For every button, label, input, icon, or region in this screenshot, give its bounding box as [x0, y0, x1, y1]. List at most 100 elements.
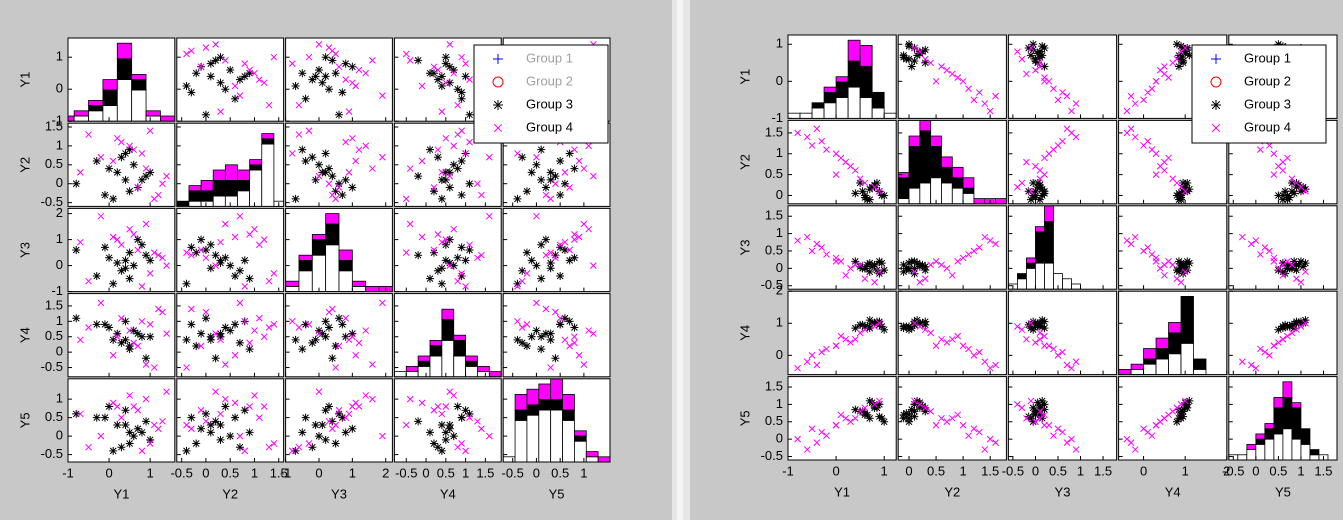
data-point [856, 329, 864, 337]
data-point [1050, 146, 1057, 153]
data-point [1131, 133, 1139, 141]
panel [899, 316, 999, 372]
histogram-bar [88, 105, 104, 112]
data-point [449, 261, 458, 270]
data-point [585, 327, 592, 334]
data-point [837, 258, 845, 265]
data-point [163, 388, 170, 396]
x-tick-label: 1 [1297, 463, 1304, 478]
y-tick-label: 0.5 [45, 409, 63, 424]
y-tick-label: 1.5 [45, 118, 63, 133]
data-point [1148, 85, 1156, 93]
histogram-bar [212, 169, 226, 181]
axes-background [176, 38, 284, 122]
data-point [201, 110, 210, 119]
data-point [311, 421, 320, 430]
y-axis-label: Y3 [17, 242, 32, 258]
data-point [150, 195, 158, 203]
data-point [453, 85, 462, 94]
data-point [138, 447, 146, 455]
data-point [1279, 167, 1287, 174]
data-point [1072, 446, 1080, 453]
data-point [522, 248, 531, 257]
data-point [231, 272, 240, 280]
histogram-bar [973, 198, 986, 204]
data-point [206, 421, 215, 430]
data-point [948, 414, 956, 422]
histogram-bar [237, 169, 251, 181]
histogram-bar [538, 383, 552, 401]
panel [899, 233, 999, 286]
data-point [236, 92, 244, 99]
data-point [118, 314, 125, 322]
data-point [308, 75, 317, 84]
data-point [863, 260, 872, 269]
data-point [1181, 183, 1190, 192]
x-axis-label: Y5 [1275, 484, 1291, 499]
data-point [970, 425, 978, 433]
data-point [899, 53, 908, 62]
histogram-bar [200, 190, 214, 202]
data-point [117, 443, 126, 452]
data-point [183, 421, 190, 429]
histogram-bar [1180, 342, 1194, 375]
data-point [932, 258, 940, 265]
data-point [241, 60, 249, 67]
data-point [1029, 417, 1038, 426]
data-point [876, 397, 883, 405]
data-point [146, 435, 155, 444]
histogram-bar [249, 164, 263, 171]
data-point [915, 49, 924, 58]
data-point [236, 212, 244, 220]
data-point [1278, 259, 1287, 268]
histogram-bar [1044, 262, 1054, 290]
data-point [1041, 421, 1048, 429]
data-point [430, 406, 438, 414]
histogram-bar [562, 393, 575, 411]
data-point [235, 338, 244, 347]
y-tick-label: 0.5 [765, 413, 783, 428]
data-point [305, 127, 313, 135]
data-point [446, 262, 454, 269]
legend-label: Group 4 [526, 119, 573, 134]
data-point [1275, 264, 1282, 272]
data-point [437, 446, 446, 455]
data-point [331, 439, 340, 448]
x-tick-label: 0 [1252, 463, 1259, 478]
data-point [927, 261, 935, 269]
y-tick-label: 1.5 [765, 378, 783, 393]
data-point [1174, 62, 1183, 71]
data-point [837, 411, 845, 419]
histogram-bar [574, 440, 587, 462]
data-point [130, 339, 138, 347]
data-point [379, 432, 386, 440]
data-point [314, 160, 323, 169]
histogram-bar [962, 187, 975, 194]
histogram-bar [145, 110, 161, 117]
panel [1118, 296, 1207, 375]
legend-label: Group 2 [1244, 73, 1291, 88]
axes-box [67, 293, 176, 378]
data-point [986, 435, 994, 443]
data-point [556, 241, 564, 249]
data-point [1274, 40, 1283, 49]
data-point [457, 243, 466, 252]
data-point [1040, 62, 1049, 71]
data-point [457, 413, 466, 422]
data-point [1284, 258, 1291, 265]
histogram-bar [417, 360, 431, 367]
data-point [100, 243, 109, 252]
data-point [1281, 187, 1290, 196]
data-point [818, 137, 826, 145]
data-point [1152, 171, 1160, 178]
data-point [1288, 329, 1296, 337]
y-tick-label: -1 [771, 110, 783, 125]
data-point [255, 414, 263, 421]
y-tick-label: 0 [776, 187, 783, 202]
data-point [260, 79, 268, 87]
histogram-bar [298, 259, 313, 272]
data-point [1177, 42, 1186, 51]
data-point [575, 233, 583, 241]
histogram-bar [465, 365, 478, 377]
data-point [571, 339, 578, 347]
